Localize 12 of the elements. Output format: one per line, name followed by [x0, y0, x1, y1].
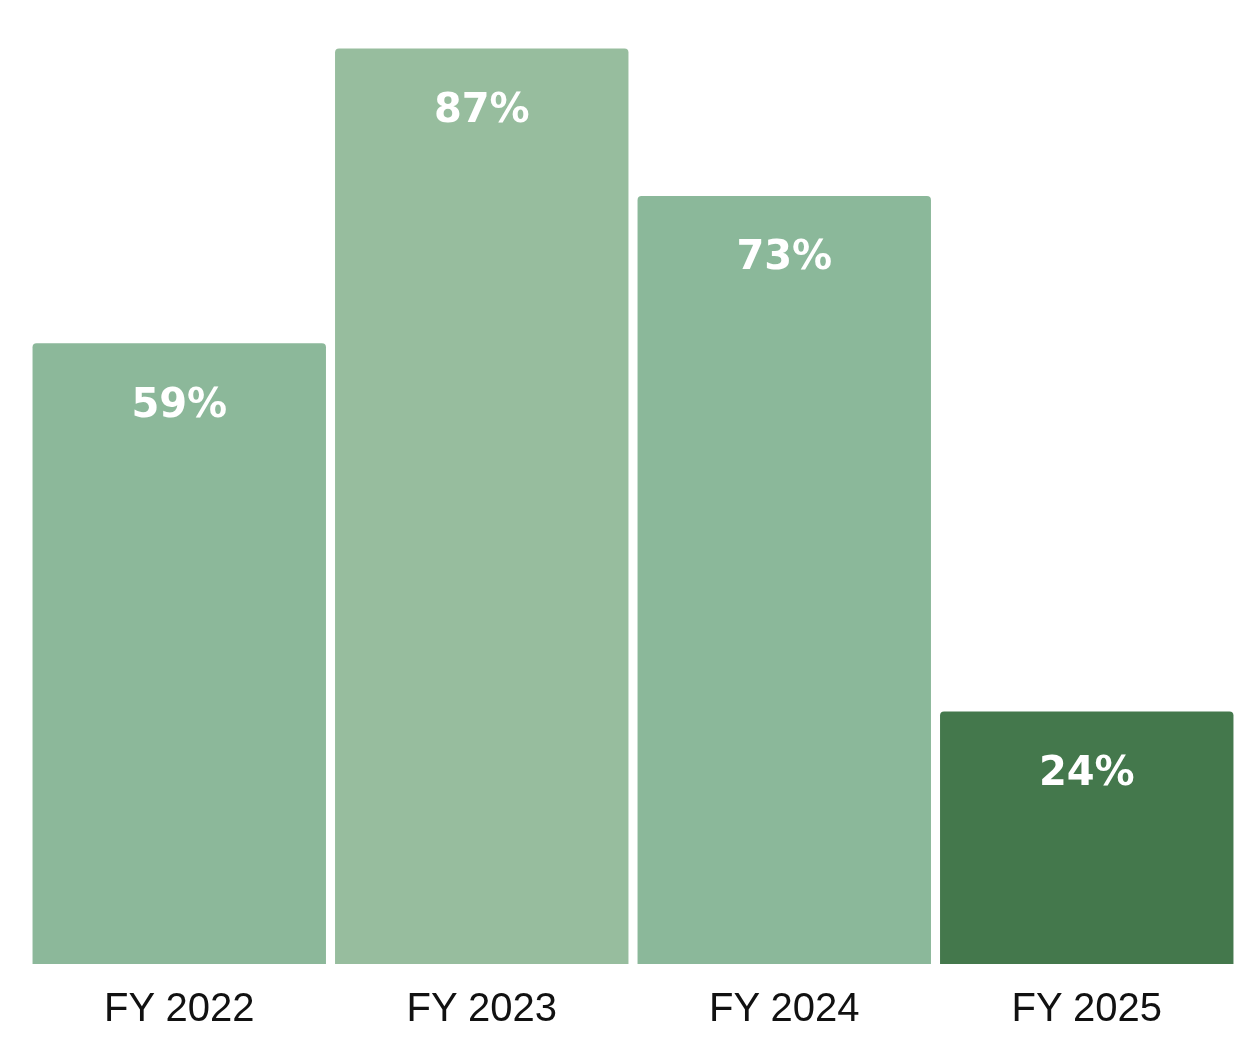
data-label: 24%	[1038, 747, 1135, 794]
x-tick-label: FY 2023	[406, 985, 557, 1030]
bar	[940, 711, 1234, 964]
data-label: 87%	[433, 84, 530, 131]
data-label: 73%	[736, 232, 833, 279]
bar	[637, 195, 931, 964]
x-tick-label: FY 2022	[104, 985, 255, 1030]
data-label: 59%	[131, 379, 228, 426]
x-tick-label: FY 2025	[1011, 985, 1162, 1030]
bar	[32, 343, 326, 964]
bar	[335, 48, 629, 964]
x-tick-label: FY 2024	[709, 985, 860, 1030]
